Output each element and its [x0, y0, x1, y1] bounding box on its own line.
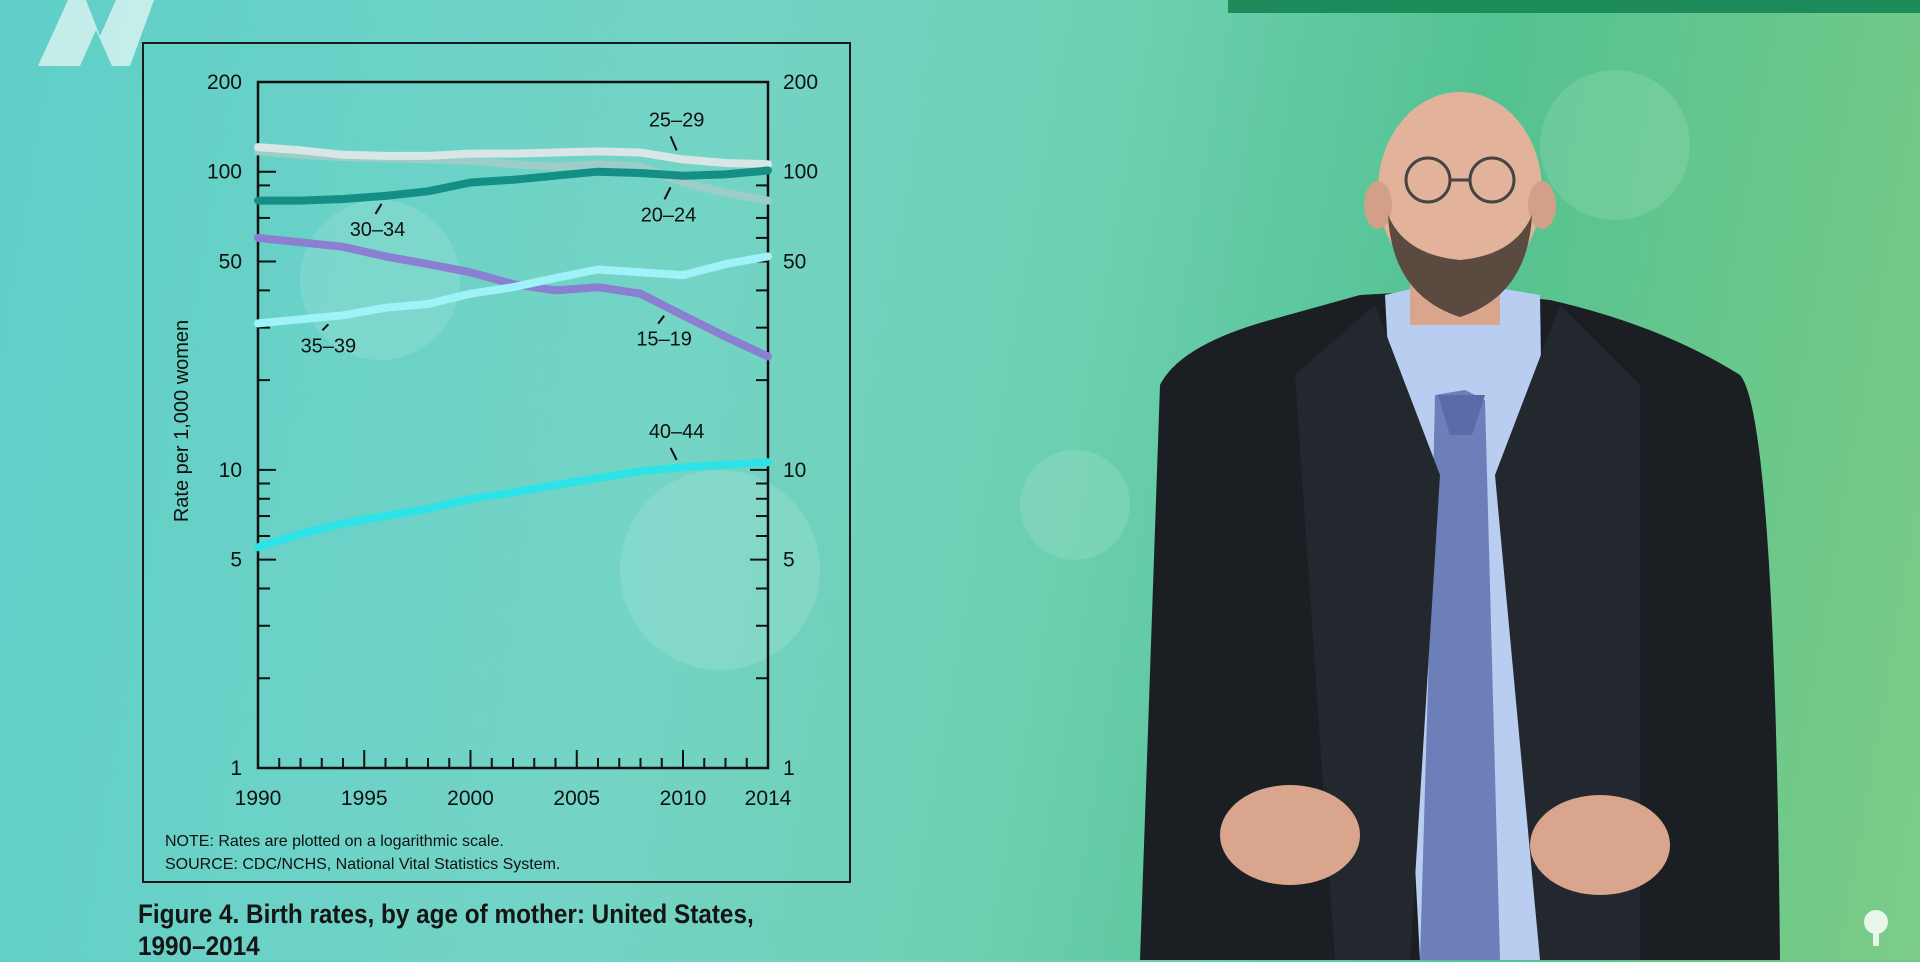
y-tick-label-right: 10 — [783, 459, 806, 482]
x-tick-label: 2005 — [553, 787, 600, 810]
y-axis-title: Rate per 1,000 women — [171, 320, 193, 522]
y-tick-label-left: 200 — [207, 71, 242, 94]
series-leader-line — [669, 447, 678, 461]
y-tick-label-left: 10 — [219, 459, 242, 482]
y-tick-label-right: 50 — [783, 250, 806, 273]
nutritionfacts-logo-icon — [38, 0, 154, 66]
series-label: 40–44 — [649, 421, 705, 443]
series-leader-line — [321, 323, 330, 331]
y-tick-label-right: 100 — [783, 161, 818, 184]
x-tick-label: 1995 — [341, 787, 388, 810]
x-tick-label: 1990 — [235, 787, 282, 810]
y-tick-label-right: 5 — [783, 549, 795, 572]
series-line-30-34 — [254, 166, 772, 205]
chart-note: NOTE: Rates are plotted on a logarithmic… — [165, 833, 504, 850]
series-label: 35–39 — [301, 335, 357, 357]
background-bokeh — [620, 470, 820, 670]
y-tick-label-left: 100 — [207, 161, 242, 184]
y-tick-label-left: 5 — [230, 549, 242, 572]
series-leader-line — [374, 203, 383, 215]
top-banner — [1228, 0, 1920, 13]
series-leader-line — [669, 135, 678, 151]
chart-source: SOURCE: CDC/NCHS, National Vital Statist… — [165, 856, 561, 873]
chart-panel — [142, 42, 851, 883]
series-label: 30–34 — [350, 219, 406, 241]
series-line-25-29 — [254, 143, 772, 169]
series-line-35-39 — [254, 252, 772, 328]
presenter-image — [1140, 92, 1780, 960]
series-leader-line — [657, 315, 665, 325]
series-line-40-44 — [254, 458, 772, 552]
series-label: 20–24 — [641, 204, 697, 226]
x-tick-label: 2010 — [660, 787, 707, 810]
series-leader-line — [663, 186, 672, 200]
background-bokeh — [1020, 450, 1130, 560]
x-tick-label: 2000 — [447, 787, 494, 810]
figure-caption: Figure 4. Birth rates, by age of mother:… — [138, 899, 754, 961]
y-tick-label-right: 1 — [783, 757, 795, 780]
y-tick-label-right: 200 — [783, 71, 818, 94]
background-bokeh — [300, 200, 460, 360]
x-tick-label: 2014 — [745, 787, 792, 810]
series-label: 25–29 — [649, 109, 705, 131]
y-tick-label-left: 1 — [230, 757, 242, 780]
series-label: 15–19 — [636, 329, 692, 351]
y-tick-label-left: 50 — [219, 250, 242, 273]
background-bokeh — [1540, 70, 1690, 220]
tree-icon — [1864, 910, 1888, 946]
